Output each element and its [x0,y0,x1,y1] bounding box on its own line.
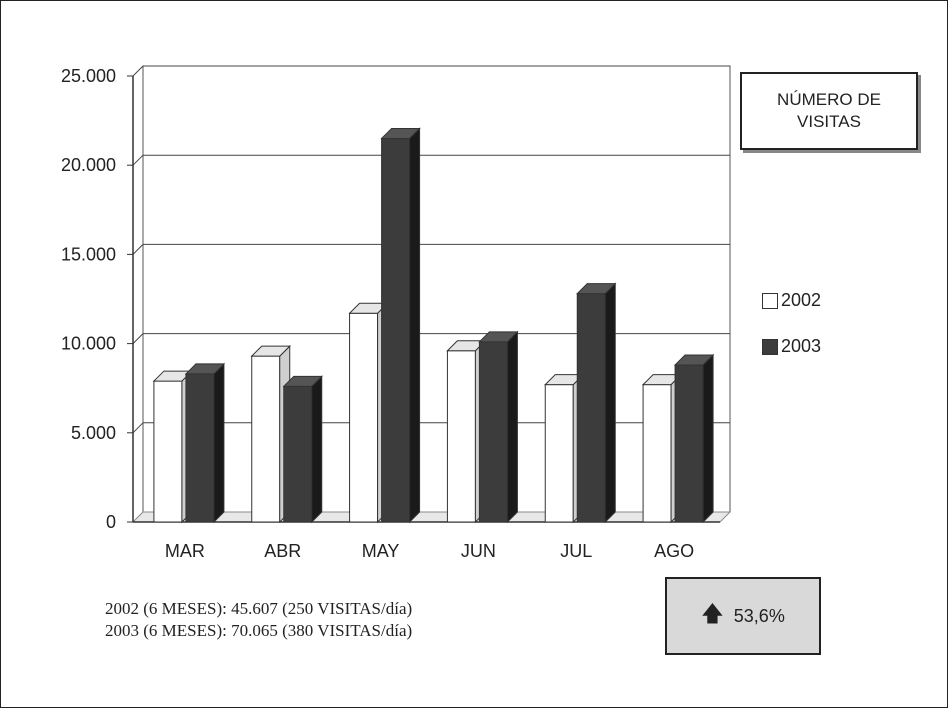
bar-2002-JUN [446,350,476,523]
y-tick-label: 5.000 [71,423,116,443]
x-tick-label: JUN [461,541,496,561]
bar-2003-MAY [381,137,411,523]
growth-box: 🡅 53,6% [665,577,821,655]
x-tick-label: AGO [654,541,694,561]
arrow-up-icon: 🡅 [701,601,724,626]
legend-item-2002: 2002 [762,290,821,311]
bar-top-2002-ABR [250,345,291,357]
bar-2002-JUL [544,384,574,523]
bar-2003-ABR [283,385,313,523]
bar-side-2003-MAR [213,362,225,524]
x-tick-label: MAY [362,541,400,561]
bar-top-2003-AGO [673,354,715,366]
legend-label-2002: 2002 [781,290,822,310]
bar-2003-JUL [576,293,606,523]
x-tick-label: MAR [165,541,205,561]
y-tick-label: 0 [106,512,116,532]
bar-2002-MAY [349,312,379,523]
y-tick-label: 10.000 [61,334,116,354]
x-tick-label: JUL [560,541,592,561]
bar-top-2003-MAY [380,127,421,139]
bar-top-2003-JUN [478,331,519,343]
gridline-depth [132,333,144,344]
legend-label-2003: 2003 [781,336,822,356]
chart-title-line1: NÚMERO DE [777,90,881,109]
bar-2002-AGO [642,384,672,523]
plot-back-wall [142,65,731,513]
bar-side-2003-JUN [506,330,518,524]
summary-text: 2002 (6 MESES): 45.607 (250 VISITAS/día)… [105,598,412,642]
y-tick-label: 25.000 [61,66,116,86]
x-tick-label: ABR [264,541,301,561]
bar-side-2003-JUL [604,282,616,524]
bar-2003-MAR [185,373,215,523]
legend-swatch-2003 [762,338,778,355]
chart-title-line2: VISITAS [797,112,861,131]
bar-2002-ABR [251,355,281,523]
legend-swatch-2002 [762,292,778,309]
y-tick-label: 20.000 [61,155,116,175]
summary-line-2003: 2003 (6 MESES): 70.065 (380 VISITAS/día) [105,621,413,640]
summary-line-2002: 2002 (6 MESES): 45.607 (250 VISITAS/día) [105,599,413,618]
growth-value: 53,6% [733,605,785,626]
gridline-depth [132,244,144,255]
chart-title-box: NÚMERO DE VISITAS [740,72,918,150]
bar-top-2003-JUL [576,283,617,295]
bar-side-2003-AGO [702,353,714,524]
bar-side-2003-ABR [311,375,323,524]
legend-item-2003: 2003 [762,336,821,357]
gridline-depth [132,65,144,77]
bar-2003-JUN [478,341,508,523]
bar-top-2003-ABR [282,375,323,387]
y-tick-label: 15.000 [61,244,116,264]
bar-side-2003-MAY [409,127,421,524]
gridline-depth [132,154,144,166]
bar-2002-MAR [153,380,183,523]
bar-top-2003-MAR [184,363,226,375]
gridline-depth [132,422,144,434]
bar-2003-AGO [674,364,704,523]
